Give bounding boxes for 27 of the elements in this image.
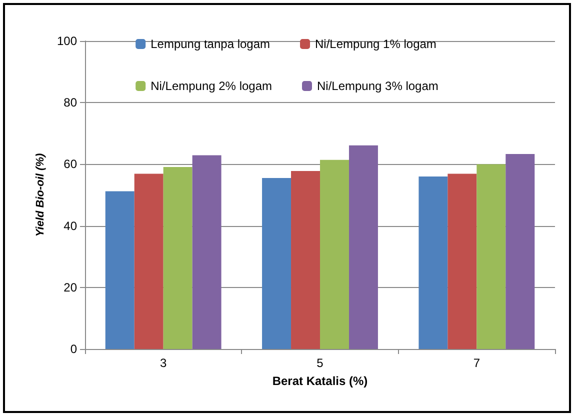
y-tick-label: 40: [64, 218, 78, 233]
x-tick-label: 3: [160, 356, 167, 370]
bar: [320, 160, 349, 349]
bar: [134, 174, 164, 349]
legend-label: Ni/Lempung 3% logam: [317, 79, 438, 93]
bar: [262, 178, 292, 349]
bar: [418, 176, 448, 349]
bar: [506, 154, 535, 349]
x-tick-label: 7: [473, 356, 480, 370]
x-tick-label: 5: [316, 356, 324, 370]
legend-label: Lempung tanpa logam: [150, 37, 270, 51]
x-axis-title: Berat Katalis (%): [272, 374, 368, 388]
bar: [291, 170, 320, 349]
y-tick-label: 60: [64, 157, 78, 172]
y-tick-label: 80: [64, 96, 78, 110]
bar: [476, 164, 506, 349]
bar: [192, 155, 222, 349]
y-tick-label: 20: [64, 280, 78, 294]
legend-label: Ni/Lempung 1% logam: [315, 37, 436, 51]
legend-label: Ni/Lempung 2% logam: [150, 79, 272, 93]
y-tick-label: 0: [70, 342, 78, 356]
bar: [448, 174, 477, 349]
y-axis-title: Yield Bio-oil (%): [34, 153, 47, 237]
bar: [348, 145, 378, 349]
y-tick-label: 100: [56, 34, 78, 48]
bar: [163, 166, 192, 349]
bar: [105, 191, 134, 349]
